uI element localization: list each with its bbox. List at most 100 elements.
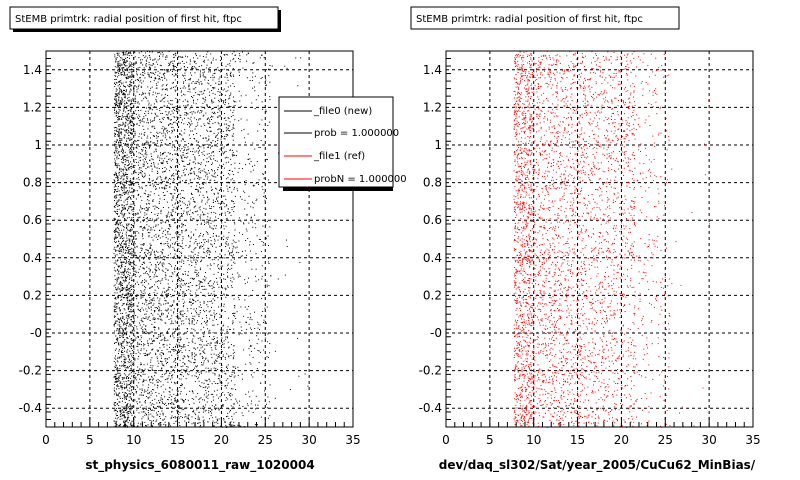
data-point (164, 340, 166, 342)
data-point (114, 190, 115, 192)
data-point (123, 361, 125, 362)
data-point (174, 417, 176, 419)
data-point (121, 103, 123, 105)
data-point (178, 205, 179, 207)
data-point (129, 291, 131, 292)
data-point (193, 233, 195, 235)
data-point (156, 412, 157, 414)
data-point (123, 406, 125, 408)
data-point (115, 173, 117, 175)
data-point (120, 196, 122, 198)
data-point (198, 94, 200, 96)
data-point (140, 282, 142, 284)
data-point (117, 371, 119, 373)
data-point (119, 145, 121, 146)
data-point (164, 297, 166, 299)
data-point (153, 59, 155, 61)
data-point (160, 318, 162, 320)
data-point (143, 243, 145, 245)
data-point (156, 358, 158, 360)
data-point (132, 76, 134, 78)
data-point (135, 377, 137, 379)
data-point (157, 286, 158, 288)
data-point (207, 51, 209, 53)
data-point (128, 383, 130, 385)
data-point (115, 222, 117, 224)
data-point (230, 94, 232, 96)
data-point (193, 218, 195, 220)
data-point (175, 173, 177, 175)
data-point (133, 311, 134, 313)
data-point (118, 81, 120, 83)
data-point (115, 376, 117, 377)
data-point (142, 416, 144, 418)
data-point (174, 243, 176, 245)
data-point (181, 242, 183, 244)
data-point (131, 342, 133, 344)
data-point (138, 110, 139, 111)
data-point (168, 312, 169, 314)
data-point (131, 241, 133, 243)
data-point (130, 293, 132, 295)
data-point (129, 409, 131, 411)
data-point (147, 118, 148, 120)
data-point (232, 151, 234, 153)
data-point (118, 332, 119, 334)
data-point (134, 102, 136, 104)
data-point (119, 253, 121, 254)
data-point (134, 117, 136, 119)
data-point (174, 267, 175, 269)
data-point (213, 158, 215, 160)
data-point (121, 361, 122, 363)
data-point (128, 110, 130, 111)
data-point (164, 184, 166, 186)
data-point (116, 277, 118, 279)
data-point (133, 127, 134, 129)
data-point (120, 106, 121, 108)
data-point (169, 343, 171, 345)
data-point (211, 108, 213, 109)
data-point (137, 105, 139, 107)
data-point (172, 209, 174, 211)
data-point (121, 345, 123, 346)
data-point (165, 388, 167, 390)
data-point (170, 114, 172, 116)
data-point (179, 338, 181, 340)
data-point (114, 107, 116, 109)
data-point (169, 244, 171, 246)
data-point (130, 424, 132, 426)
data-point (127, 307, 129, 309)
data-point (169, 178, 170, 179)
data-point (120, 276, 122, 278)
data-point (116, 140, 118, 142)
data-point (160, 381, 162, 383)
data-point (138, 398, 140, 400)
data-point (160, 65, 162, 67)
data-point (151, 349, 153, 351)
data-point (146, 266, 148, 268)
data-point (120, 344, 122, 346)
data-point (149, 396, 151, 398)
data-point (221, 172, 223, 173)
data-point (196, 366, 197, 368)
data-point (159, 198, 161, 200)
data-point (132, 310, 134, 312)
data-point (134, 320, 135, 322)
data-point (179, 339, 181, 341)
data-point (178, 328, 180, 330)
data-point (228, 98, 230, 100)
data-point (125, 131, 127, 133)
data-point (125, 81, 127, 83)
data-point (125, 424, 127, 425)
data-point (146, 161, 147, 163)
data-point (157, 224, 159, 226)
data-point (197, 376, 199, 378)
data-point (178, 413, 180, 415)
data-point (117, 353, 119, 354)
data-point (129, 272, 131, 274)
data-point (140, 94, 142, 96)
data-point (163, 132, 165, 134)
data-point (163, 105, 165, 107)
data-point (129, 57, 130, 59)
data-point (151, 170, 153, 172)
